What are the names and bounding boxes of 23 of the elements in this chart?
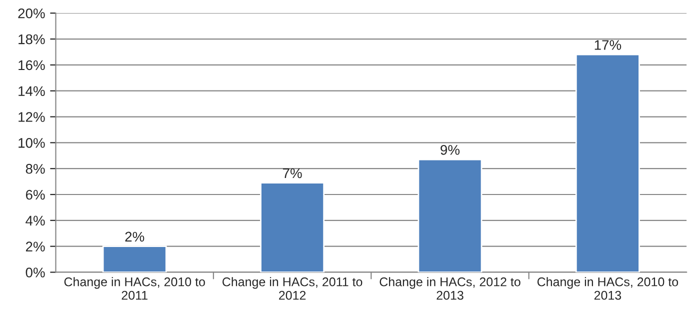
data-label: 17% — [594, 40, 622, 50]
bar — [102, 246, 167, 272]
y-tick-label: 16% — [18, 60, 45, 70]
x-tick-label: Change in HACs, 2010 to 2011 — [64, 277, 205, 300]
bar — [575, 54, 640, 272]
y-tick-label: 4% — [26, 216, 45, 226]
y-tick-label: 14% — [18, 86, 45, 96]
bar — [260, 182, 325, 272]
data-label: 9% — [440, 145, 460, 155]
y-tick-label: 12% — [18, 112, 45, 122]
y-tick-label: 2% — [26, 242, 45, 252]
y-tick-label: 6% — [26, 190, 45, 200]
x-tick-label: Change in HACs, 2010 to 2013 — [537, 277, 678, 300]
data-label: 2% — [125, 232, 144, 242]
y-tick-label: 18% — [18, 34, 45, 44]
x-tick-label: Change in HACs, 2012 to 2013 — [380, 277, 520, 300]
y-tick-label: 20% — [18, 8, 45, 18]
y-tick-label: 10% — [18, 138, 45, 148]
y-tick-label: 8% — [26, 164, 45, 174]
y-tick-label: 0% — [26, 268, 45, 278]
x-tick-label: Change in HACs, 2011 to 2012 — [222, 277, 362, 300]
data-label: 7% — [282, 168, 302, 178]
bar — [418, 158, 482, 272]
